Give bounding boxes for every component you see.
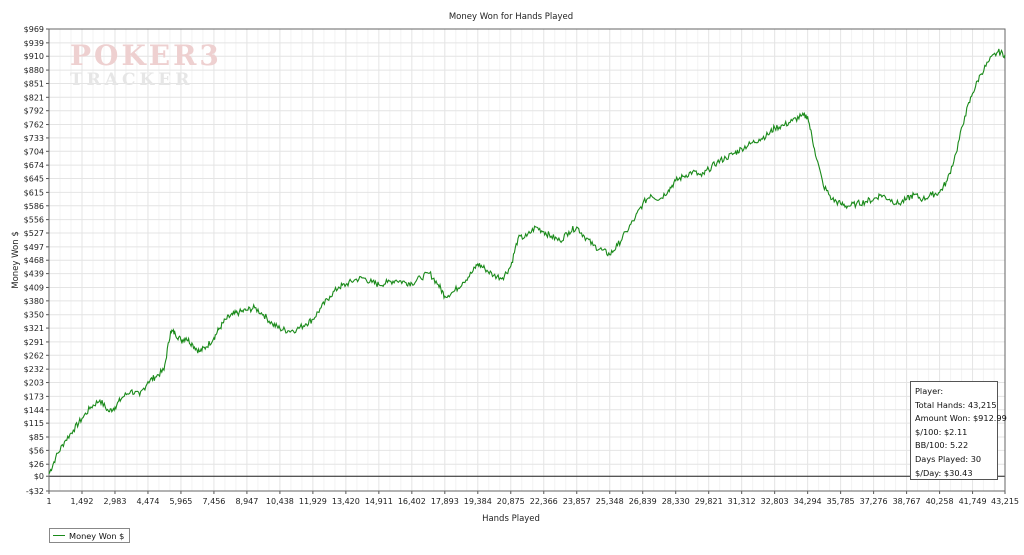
series-line-money-won <box>48 48 1006 475</box>
x-tick-label: 28,330 <box>662 497 690 506</box>
x-tick-label: 7,456 <box>202 497 225 506</box>
x-tick-label: 25,348 <box>596 497 624 506</box>
x-tick-label: 11,929 <box>299 497 327 506</box>
y-tick-label: $497 <box>24 243 44 252</box>
y-tick-label: $910 <box>24 52 44 61</box>
y-tick-label: $762 <box>24 121 44 130</box>
y-tick-label: $704 <box>24 147 44 156</box>
y-tick-label: $26 <box>29 460 44 469</box>
watermark-line-1: POKER3 <box>70 39 222 72</box>
y-tick-label: $851 <box>24 79 44 88</box>
y-tick-label: $969 <box>24 25 44 34</box>
y-tick-label: $0 <box>34 472 44 481</box>
x-tick-label: 22,366 <box>530 497 558 506</box>
y-tick-label: $380 <box>24 297 44 306</box>
chart-title: Money Won for Hands Played <box>449 12 573 22</box>
y-tick-label: $262 <box>24 351 44 360</box>
y-tick-label: $733 <box>24 134 44 143</box>
x-axis-title: Hands Played <box>482 514 540 524</box>
x-tick-label: 31,312 <box>728 497 756 506</box>
x-tick-label: 10,438 <box>266 497 294 506</box>
x-tick-label: 19,384 <box>464 497 492 506</box>
x-tick-label: 38,767 <box>893 497 921 506</box>
y-tick-label: $291 <box>24 338 44 347</box>
y-tick-label: $792 <box>24 107 44 116</box>
legend-label: Money Won $ <box>69 530 125 541</box>
x-tick-label: 13,420 <box>332 497 360 506</box>
x-tick-label: 34,294 <box>794 497 822 506</box>
x-tick-label: 5,965 <box>169 497 192 506</box>
y-tick-label: $939 <box>24 39 44 48</box>
y-tick-label: $645 <box>24 175 44 184</box>
player-stats-box: Player: Total Hands: 43,215 Amount Won: … <box>910 381 1007 480</box>
y-tick-label: $880 <box>24 66 44 75</box>
y-tick-label: $527 <box>24 229 44 238</box>
stats-line-per-100: $/100: $2.11 <box>915 426 968 437</box>
x-tick-label: 2,983 <box>104 497 127 506</box>
plot-frame <box>48 28 1006 492</box>
stats-line-amount-won: Amount Won: $912.99 <box>915 413 1007 424</box>
x-tick-label: 14,911 <box>365 497 393 506</box>
grid <box>48 28 1006 492</box>
y-tick-label: $439 <box>24 270 44 279</box>
series-layer <box>48 48 1006 475</box>
x-tick-label: 43,215 <box>991 497 1019 506</box>
x-tick-label: 29,821 <box>695 497 723 506</box>
stats-line-per-day: $/Day: $30.43 <box>915 467 973 478</box>
y-tick-label: $556 <box>24 216 44 225</box>
y-tick-label: $409 <box>24 283 44 292</box>
watermark-line-2: TRACKER <box>70 70 194 90</box>
y-tick-label: $203 <box>24 379 44 388</box>
y-tick-label: $674 <box>24 161 44 170</box>
x-tick-label: 41,749 <box>959 497 987 506</box>
legend-swatch <box>53 535 65 536</box>
y-tick-label: $350 <box>24 311 44 320</box>
x-tick-label: 37,276 <box>860 497 888 506</box>
x-tick-label: 40,258 <box>926 497 954 506</box>
x-tick-label: 1 <box>46 497 51 506</box>
stats-line-bb-100: BB/100: 5.22 <box>915 440 969 451</box>
y-tick-label: -$32 <box>26 487 44 496</box>
y-tick-label: $615 <box>24 188 44 197</box>
y-tick-label: $586 <box>24 202 44 211</box>
stats-line-days-played: Days Played: 30 <box>915 453 982 464</box>
y-tick-label: $173 <box>24 392 44 401</box>
y-tick-label: $321 <box>24 324 44 333</box>
y-tick-label: $56 <box>29 446 44 455</box>
x-tick-label: 20,875 <box>497 497 525 506</box>
x-tick-label: 35,785 <box>827 497 855 506</box>
x-tick-label: 26,839 <box>629 497 657 506</box>
x-tick-label: 16,402 <box>398 497 426 506</box>
watermark-logo: POKER3 TRACKER <box>70 42 222 89</box>
x-tick-label: 17,893 <box>431 497 459 506</box>
chart-legend: Money Won $ <box>49 528 131 543</box>
x-tick-label: 23,857 <box>563 497 591 506</box>
x-tick-label: 4,474 <box>137 497 160 506</box>
y-tick-label: $468 <box>24 256 44 265</box>
stats-line-player: Player: <box>915 386 944 396</box>
y-tick-label: $232 <box>24 365 44 374</box>
y-tick-label: $144 <box>24 406 44 415</box>
y-tick-label: $821 <box>24 93 44 102</box>
stats-line-total-hands: Total Hands: 43,215 <box>915 399 997 410</box>
axes: -$32 $0 $26 $56 $85 $115 $144 $173 $203 $232 $262 $… <box>24 25 1019 506</box>
x-tick-label: 1,492 <box>71 497 94 506</box>
y-axis-title: Money Won $ <box>11 231 21 289</box>
y-tick-label: $115 <box>24 419 44 428</box>
y-tick-label: $85 <box>29 433 44 442</box>
x-tick-label: 8,947 <box>235 497 258 506</box>
x-tick-label: 32,803 <box>761 497 789 506</box>
